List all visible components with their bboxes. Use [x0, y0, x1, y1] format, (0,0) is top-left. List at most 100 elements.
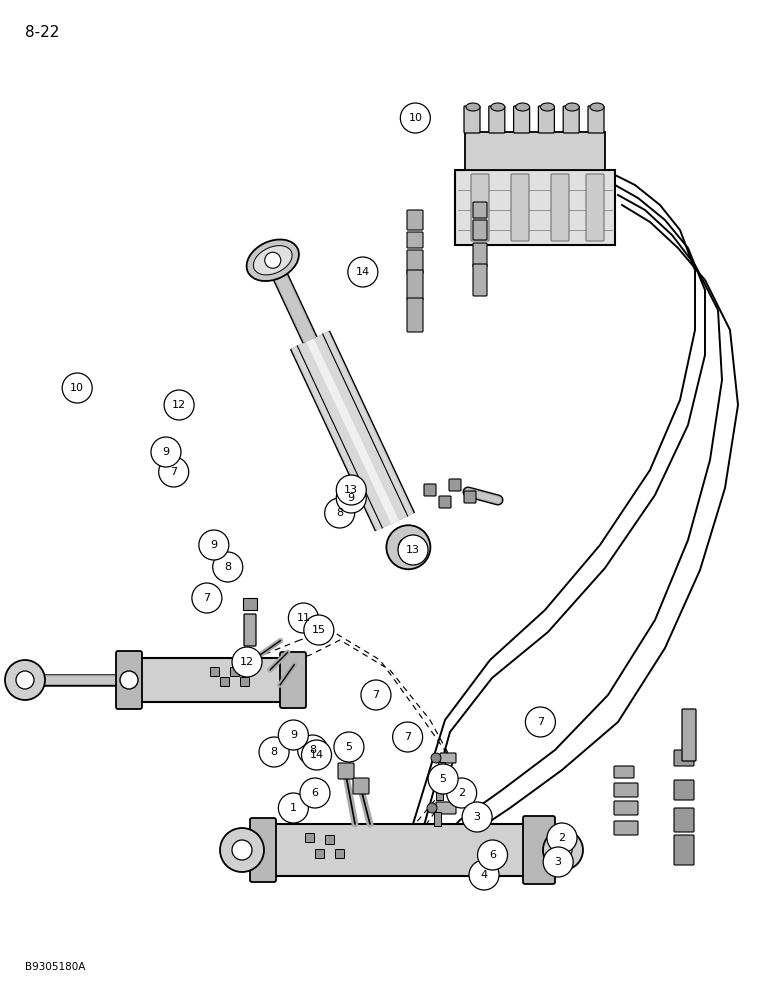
Circle shape	[199, 530, 229, 560]
FancyBboxPatch shape	[438, 776, 456, 788]
Text: 5: 5	[345, 742, 353, 752]
Text: 1: 1	[290, 803, 297, 813]
FancyBboxPatch shape	[211, 668, 219, 676]
Text: 7: 7	[203, 593, 211, 603]
Circle shape	[232, 840, 252, 860]
Text: 3: 3	[473, 812, 481, 822]
FancyBboxPatch shape	[353, 778, 369, 794]
FancyBboxPatch shape	[465, 132, 605, 170]
FancyBboxPatch shape	[489, 106, 505, 133]
Circle shape	[427, 803, 437, 813]
Circle shape	[337, 475, 366, 505]
Circle shape	[192, 583, 222, 613]
Text: 8-22: 8-22	[25, 25, 59, 40]
FancyBboxPatch shape	[407, 232, 423, 248]
Text: 7: 7	[372, 690, 380, 700]
Circle shape	[462, 802, 492, 832]
Circle shape	[393, 722, 422, 752]
FancyBboxPatch shape	[473, 220, 487, 240]
Ellipse shape	[516, 103, 530, 111]
Text: 7: 7	[170, 467, 178, 477]
Circle shape	[289, 603, 318, 633]
Circle shape	[213, 552, 242, 582]
FancyBboxPatch shape	[407, 210, 423, 230]
FancyBboxPatch shape	[564, 106, 579, 133]
Circle shape	[526, 707, 555, 737]
Text: 8: 8	[336, 508, 344, 518]
Text: 8: 8	[270, 747, 278, 757]
Circle shape	[428, 764, 458, 794]
Text: 14: 14	[310, 750, 323, 760]
FancyBboxPatch shape	[436, 802, 456, 814]
Ellipse shape	[246, 239, 299, 281]
Circle shape	[279, 793, 308, 823]
Ellipse shape	[590, 103, 604, 111]
Circle shape	[220, 828, 264, 872]
FancyBboxPatch shape	[464, 106, 480, 133]
Circle shape	[304, 615, 334, 645]
FancyBboxPatch shape	[674, 808, 694, 832]
Circle shape	[348, 257, 378, 287]
Ellipse shape	[540, 103, 554, 111]
Circle shape	[398, 535, 428, 565]
Text: 5: 5	[439, 774, 447, 784]
FancyBboxPatch shape	[511, 174, 529, 241]
Circle shape	[361, 680, 391, 710]
Text: 6: 6	[311, 788, 319, 798]
FancyBboxPatch shape	[326, 836, 334, 844]
FancyBboxPatch shape	[513, 106, 530, 133]
Circle shape	[478, 840, 507, 870]
Circle shape	[547, 823, 577, 853]
FancyBboxPatch shape	[471, 174, 489, 241]
Circle shape	[120, 671, 138, 689]
Text: 11: 11	[296, 613, 310, 623]
FancyBboxPatch shape	[130, 658, 285, 702]
FancyBboxPatch shape	[424, 484, 436, 496]
Ellipse shape	[565, 103, 579, 111]
FancyBboxPatch shape	[436, 786, 443, 800]
FancyBboxPatch shape	[438, 762, 445, 776]
Circle shape	[259, 737, 289, 767]
Text: 10: 10	[408, 113, 422, 123]
FancyBboxPatch shape	[407, 298, 423, 332]
FancyBboxPatch shape	[449, 479, 461, 491]
FancyBboxPatch shape	[221, 678, 229, 686]
FancyBboxPatch shape	[538, 106, 554, 133]
FancyBboxPatch shape	[614, 821, 638, 835]
FancyBboxPatch shape	[473, 264, 487, 296]
Circle shape	[447, 778, 476, 808]
FancyBboxPatch shape	[674, 835, 694, 865]
Circle shape	[300, 778, 330, 808]
Circle shape	[151, 437, 181, 467]
FancyBboxPatch shape	[682, 709, 696, 761]
Circle shape	[337, 483, 366, 513]
FancyBboxPatch shape	[551, 174, 569, 241]
Text: 2: 2	[558, 833, 566, 843]
FancyBboxPatch shape	[440, 753, 456, 763]
Ellipse shape	[466, 103, 480, 111]
FancyBboxPatch shape	[523, 816, 555, 884]
Circle shape	[5, 660, 45, 700]
Circle shape	[398, 537, 418, 557]
FancyBboxPatch shape	[674, 780, 694, 800]
FancyBboxPatch shape	[306, 834, 314, 842]
Text: 13: 13	[344, 485, 358, 495]
Text: 10: 10	[70, 383, 84, 393]
Text: 4: 4	[480, 870, 488, 880]
Circle shape	[265, 252, 281, 268]
Text: 6: 6	[489, 850, 496, 860]
FancyBboxPatch shape	[265, 824, 530, 876]
Circle shape	[469, 860, 499, 890]
Circle shape	[543, 830, 583, 870]
Text: 2: 2	[458, 788, 466, 798]
FancyBboxPatch shape	[407, 270, 423, 300]
FancyBboxPatch shape	[439, 496, 451, 508]
Circle shape	[431, 753, 441, 763]
Text: 14: 14	[356, 267, 370, 277]
FancyBboxPatch shape	[338, 763, 354, 779]
Circle shape	[429, 777, 439, 787]
Text: 7: 7	[404, 732, 411, 742]
Text: 12: 12	[240, 657, 254, 667]
Text: 8: 8	[224, 562, 232, 572]
Circle shape	[302, 740, 331, 770]
